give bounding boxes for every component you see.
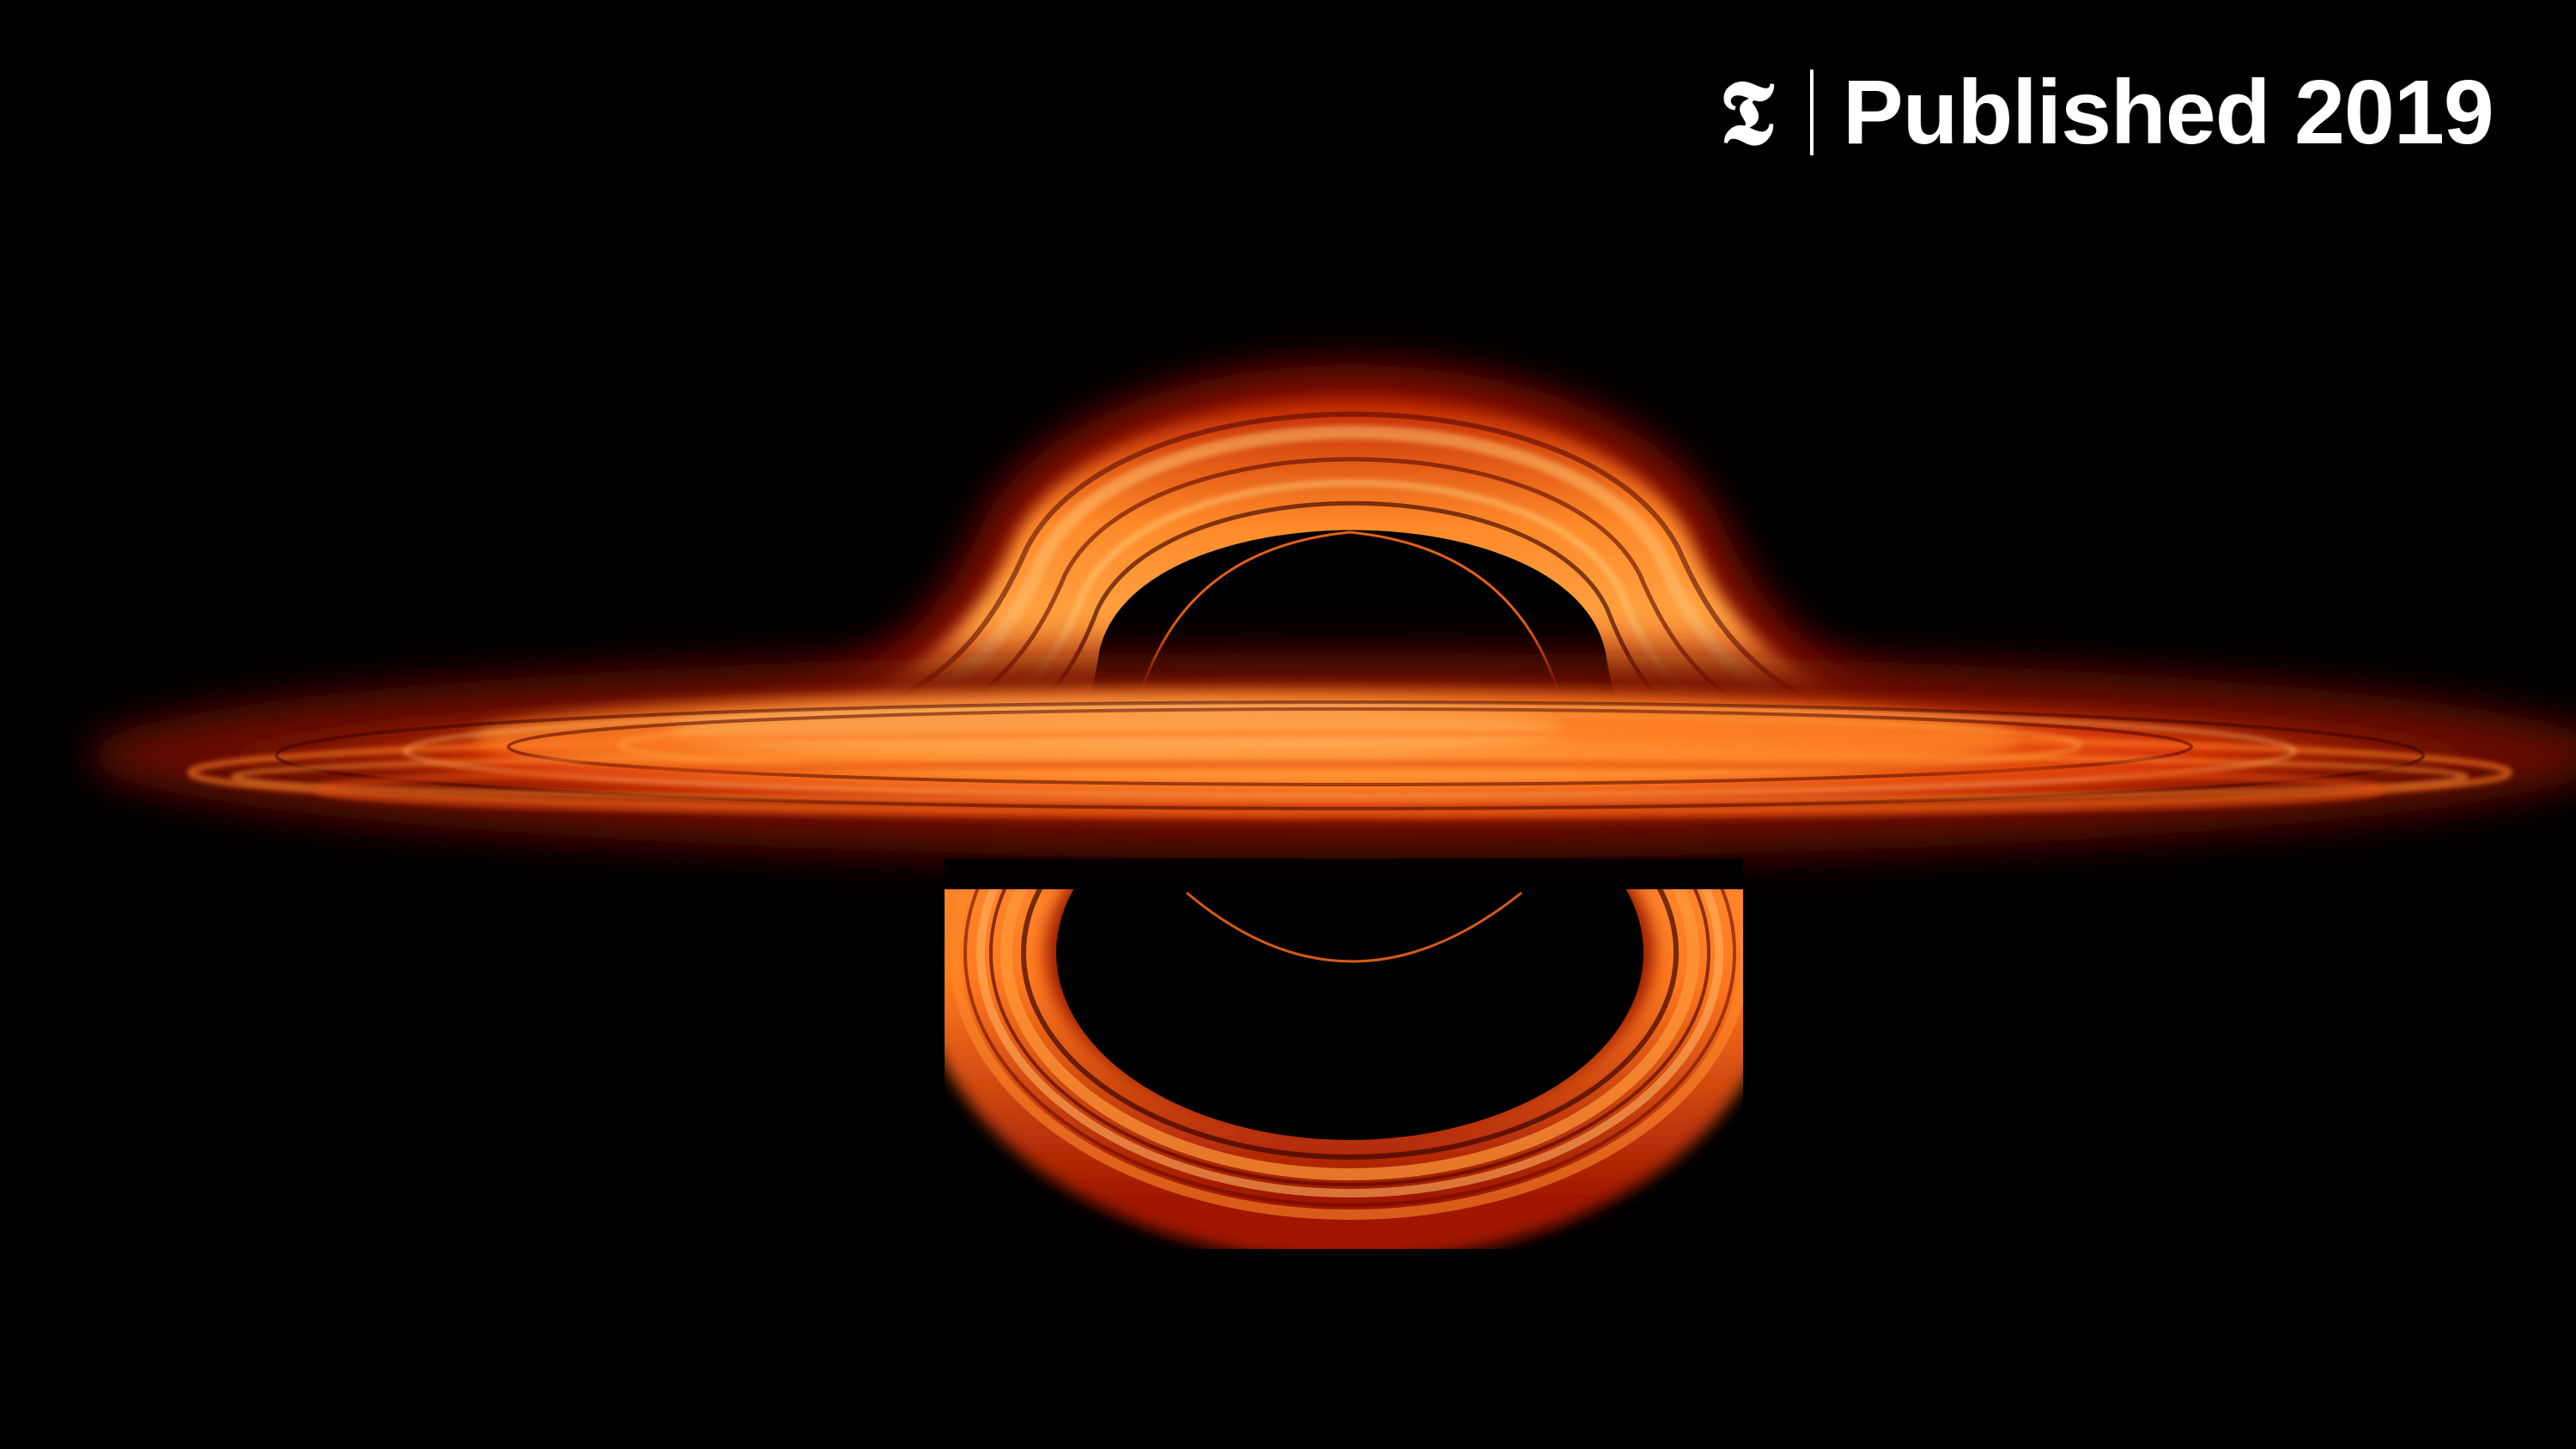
disk-shadow-gap (945, 858, 1743, 889)
nyt-t-logo-icon: 𝕿 (1719, 59, 1774, 165)
accretion-disk-plane (88, 652, 2576, 858)
lower-lensed-arc (945, 888, 1743, 1249)
publication-badge: 𝕿 Published 2019 (1674, 50, 2576, 175)
published-year-label: Published 2019 (1843, 62, 2494, 163)
badge-divider (1810, 70, 1814, 155)
